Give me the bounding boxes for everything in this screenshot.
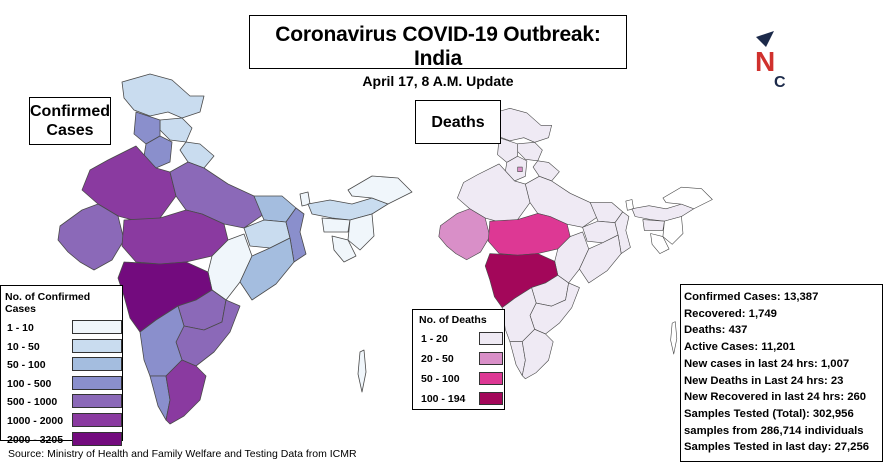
region-gujarat xyxy=(57,203,125,271)
logo-chevron-navy xyxy=(756,31,774,47)
legend-swatch xyxy=(479,392,503,405)
page-title: Coronavirus COVID-19 Outbreak: India xyxy=(275,23,601,70)
legend-swatch xyxy=(72,431,122,446)
region-assam xyxy=(307,197,389,221)
legend-swatch xyxy=(72,320,122,334)
deaths-legend: No. of Deaths 1 - 20 20 - 50 50 - 100 100 -… xyxy=(412,309,505,410)
legend-item: 50 - 100 xyxy=(5,357,122,376)
confirmed-cases-map xyxy=(0,0,440,455)
legend-item: 500 - 1000 xyxy=(5,394,122,413)
region-karnataka xyxy=(139,305,185,377)
logo-letter-c: C xyxy=(774,74,786,91)
region-tripura-mizoram xyxy=(650,233,670,254)
region-delhi xyxy=(517,166,523,172)
legend-item-label: 50 - 100 xyxy=(7,359,46,372)
region-tamil-nadu xyxy=(165,359,207,425)
source-note: Source: Ministry of Health and Family We… xyxy=(8,448,357,460)
region-assam xyxy=(631,203,695,222)
legend-item-label: 1 - 20 xyxy=(421,333,448,345)
legend-swatch xyxy=(479,352,503,365)
legend-swatch xyxy=(72,375,122,390)
region-arunachal xyxy=(662,186,713,210)
legend-swatch xyxy=(479,372,503,385)
region-meghalaya xyxy=(321,217,351,233)
stat-line: New cases in last 24 hrs: 1,007 xyxy=(684,357,850,370)
legend-title: No. of Deaths xyxy=(419,314,487,326)
region-jammu-kashmir xyxy=(121,73,205,119)
legend-item: 1000 - 2000 xyxy=(5,412,122,432)
legend-item-label: 1 - 10 xyxy=(7,322,34,334)
stat-line: New Deaths in Last 24 hrs: 23 xyxy=(684,374,844,387)
deaths-map xyxy=(394,0,734,455)
legend-item-label: 50 - 100 xyxy=(421,373,460,385)
logo-letter-n: N xyxy=(755,46,775,77)
legend-item: 1 - 20 xyxy=(419,331,503,351)
region-andaman-islands xyxy=(357,349,367,393)
legend-item: 20 - 50 xyxy=(419,351,503,371)
legend-title: No. of Confirmed Cases xyxy=(5,291,91,315)
region-arunachal xyxy=(347,175,413,205)
statistics-panel: Confirmed Cases: 13,387 Recovered: 1,749 D… xyxy=(680,284,883,462)
confirmed-cases-legend: No. of Confirmed Cases 1 - 10 10 - 50 50 -… xyxy=(0,285,123,446)
legend-item: 1 - 10 xyxy=(5,320,122,339)
stat-line: Deaths: 437 xyxy=(684,324,748,337)
legend-item: 10 - 50 xyxy=(5,338,122,358)
region-tripura-mizoram xyxy=(331,235,357,263)
legend-item-label: 500 - 1000 xyxy=(7,396,58,409)
legend-item-label: 1000 - 2000 xyxy=(7,414,64,427)
legend-item: 100 - 500 xyxy=(5,375,122,395)
stat-line: Samples Tested in last day: 27,256 xyxy=(684,441,870,454)
legend-item: 50 - 100 xyxy=(419,371,503,391)
legend-swatch xyxy=(72,394,122,409)
legend-item-label: 2000 - 3205 xyxy=(7,433,64,446)
stat-line: Samples Tested (Total): 302,956 xyxy=(684,407,854,420)
stat-line: samples from 286,714 individuals xyxy=(684,424,864,437)
legend-swatch xyxy=(72,357,122,372)
stat-line: Recovered: 1,749 xyxy=(684,307,777,320)
legend-item: 100 - 194 xyxy=(419,391,503,411)
region-odisha xyxy=(239,237,295,301)
legend-swatch xyxy=(72,338,122,353)
region-nagaland-manipur xyxy=(347,213,375,251)
nc-logo: N C xyxy=(752,27,792,91)
region-karnataka xyxy=(501,287,537,342)
stat-line: New Recovered in last 24 hrs: 260 xyxy=(684,391,867,404)
deaths-label: Deaths xyxy=(415,100,501,144)
legend-item-label: 100 - 500 xyxy=(7,377,52,390)
title-box: Coronavirus COVID-19 Outbreak: India Apr… xyxy=(249,15,627,89)
legend-item-label: 10 - 50 xyxy=(7,340,40,353)
region-tamil-nadu xyxy=(521,329,554,380)
legend-swatch xyxy=(72,412,122,427)
confirmed-cases-label: Confirmed Cases xyxy=(29,97,111,145)
stat-line: Active Cases: 11,201 xyxy=(684,341,796,354)
legend-swatch xyxy=(479,332,503,345)
region-nagaland-manipur xyxy=(662,216,684,245)
region-odisha xyxy=(579,234,622,284)
stat-line: Confirmed Cases: 13,387 xyxy=(684,291,819,303)
page-subtitle: April 17, 8 A.M. Update xyxy=(362,73,514,89)
legend-item-label: 20 - 50 xyxy=(421,353,454,365)
region-andaman-islands xyxy=(670,321,678,355)
legend-item: 2000 - 3205 xyxy=(5,431,122,451)
region-meghalaya xyxy=(642,219,665,231)
region-gujarat xyxy=(438,208,491,261)
legend-item-label: 100 - 194 xyxy=(421,393,466,405)
